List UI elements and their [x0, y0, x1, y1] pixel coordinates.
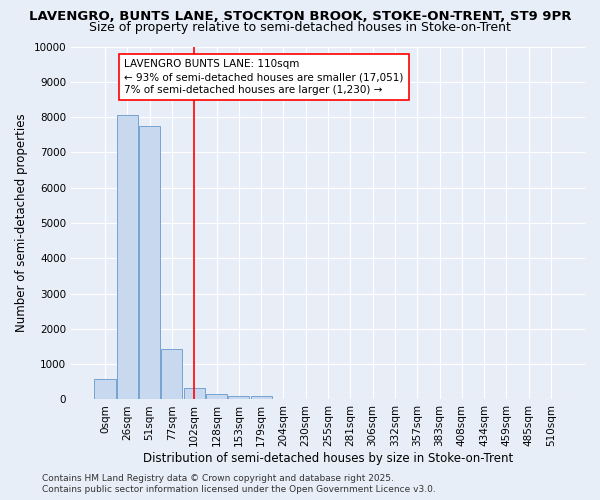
- Bar: [161, 349, 182, 400]
- Text: LAVENGRO, BUNTS LANE, STOCKTON BROOK, STOKE-ON-TRENT, ST9 9PR: LAVENGRO, BUNTS LANE, STOCKTON BROOK, ST…: [29, 10, 571, 23]
- Bar: [184, 388, 205, 400]
- Y-axis label: Number of semi-detached properties: Number of semi-detached properties: [15, 114, 28, 332]
- Bar: [117, 116, 138, 400]
- Bar: [206, 394, 227, 400]
- Text: LAVENGRO BUNTS LANE: 110sqm
← 93% of semi-detached houses are smaller (17,051)
7: LAVENGRO BUNTS LANE: 110sqm ← 93% of sem…: [124, 59, 403, 96]
- Bar: [94, 379, 116, 400]
- Bar: [139, 126, 160, 400]
- X-axis label: Distribution of semi-detached houses by size in Stoke-on-Trent: Distribution of semi-detached houses by …: [143, 452, 513, 465]
- Bar: [228, 396, 250, 400]
- Bar: [251, 396, 272, 400]
- Text: Contains HM Land Registry data © Crown copyright and database right 2025.
Contai: Contains HM Land Registry data © Crown c…: [42, 474, 436, 494]
- Text: Size of property relative to semi-detached houses in Stoke-on-Trent: Size of property relative to semi-detach…: [89, 21, 511, 34]
